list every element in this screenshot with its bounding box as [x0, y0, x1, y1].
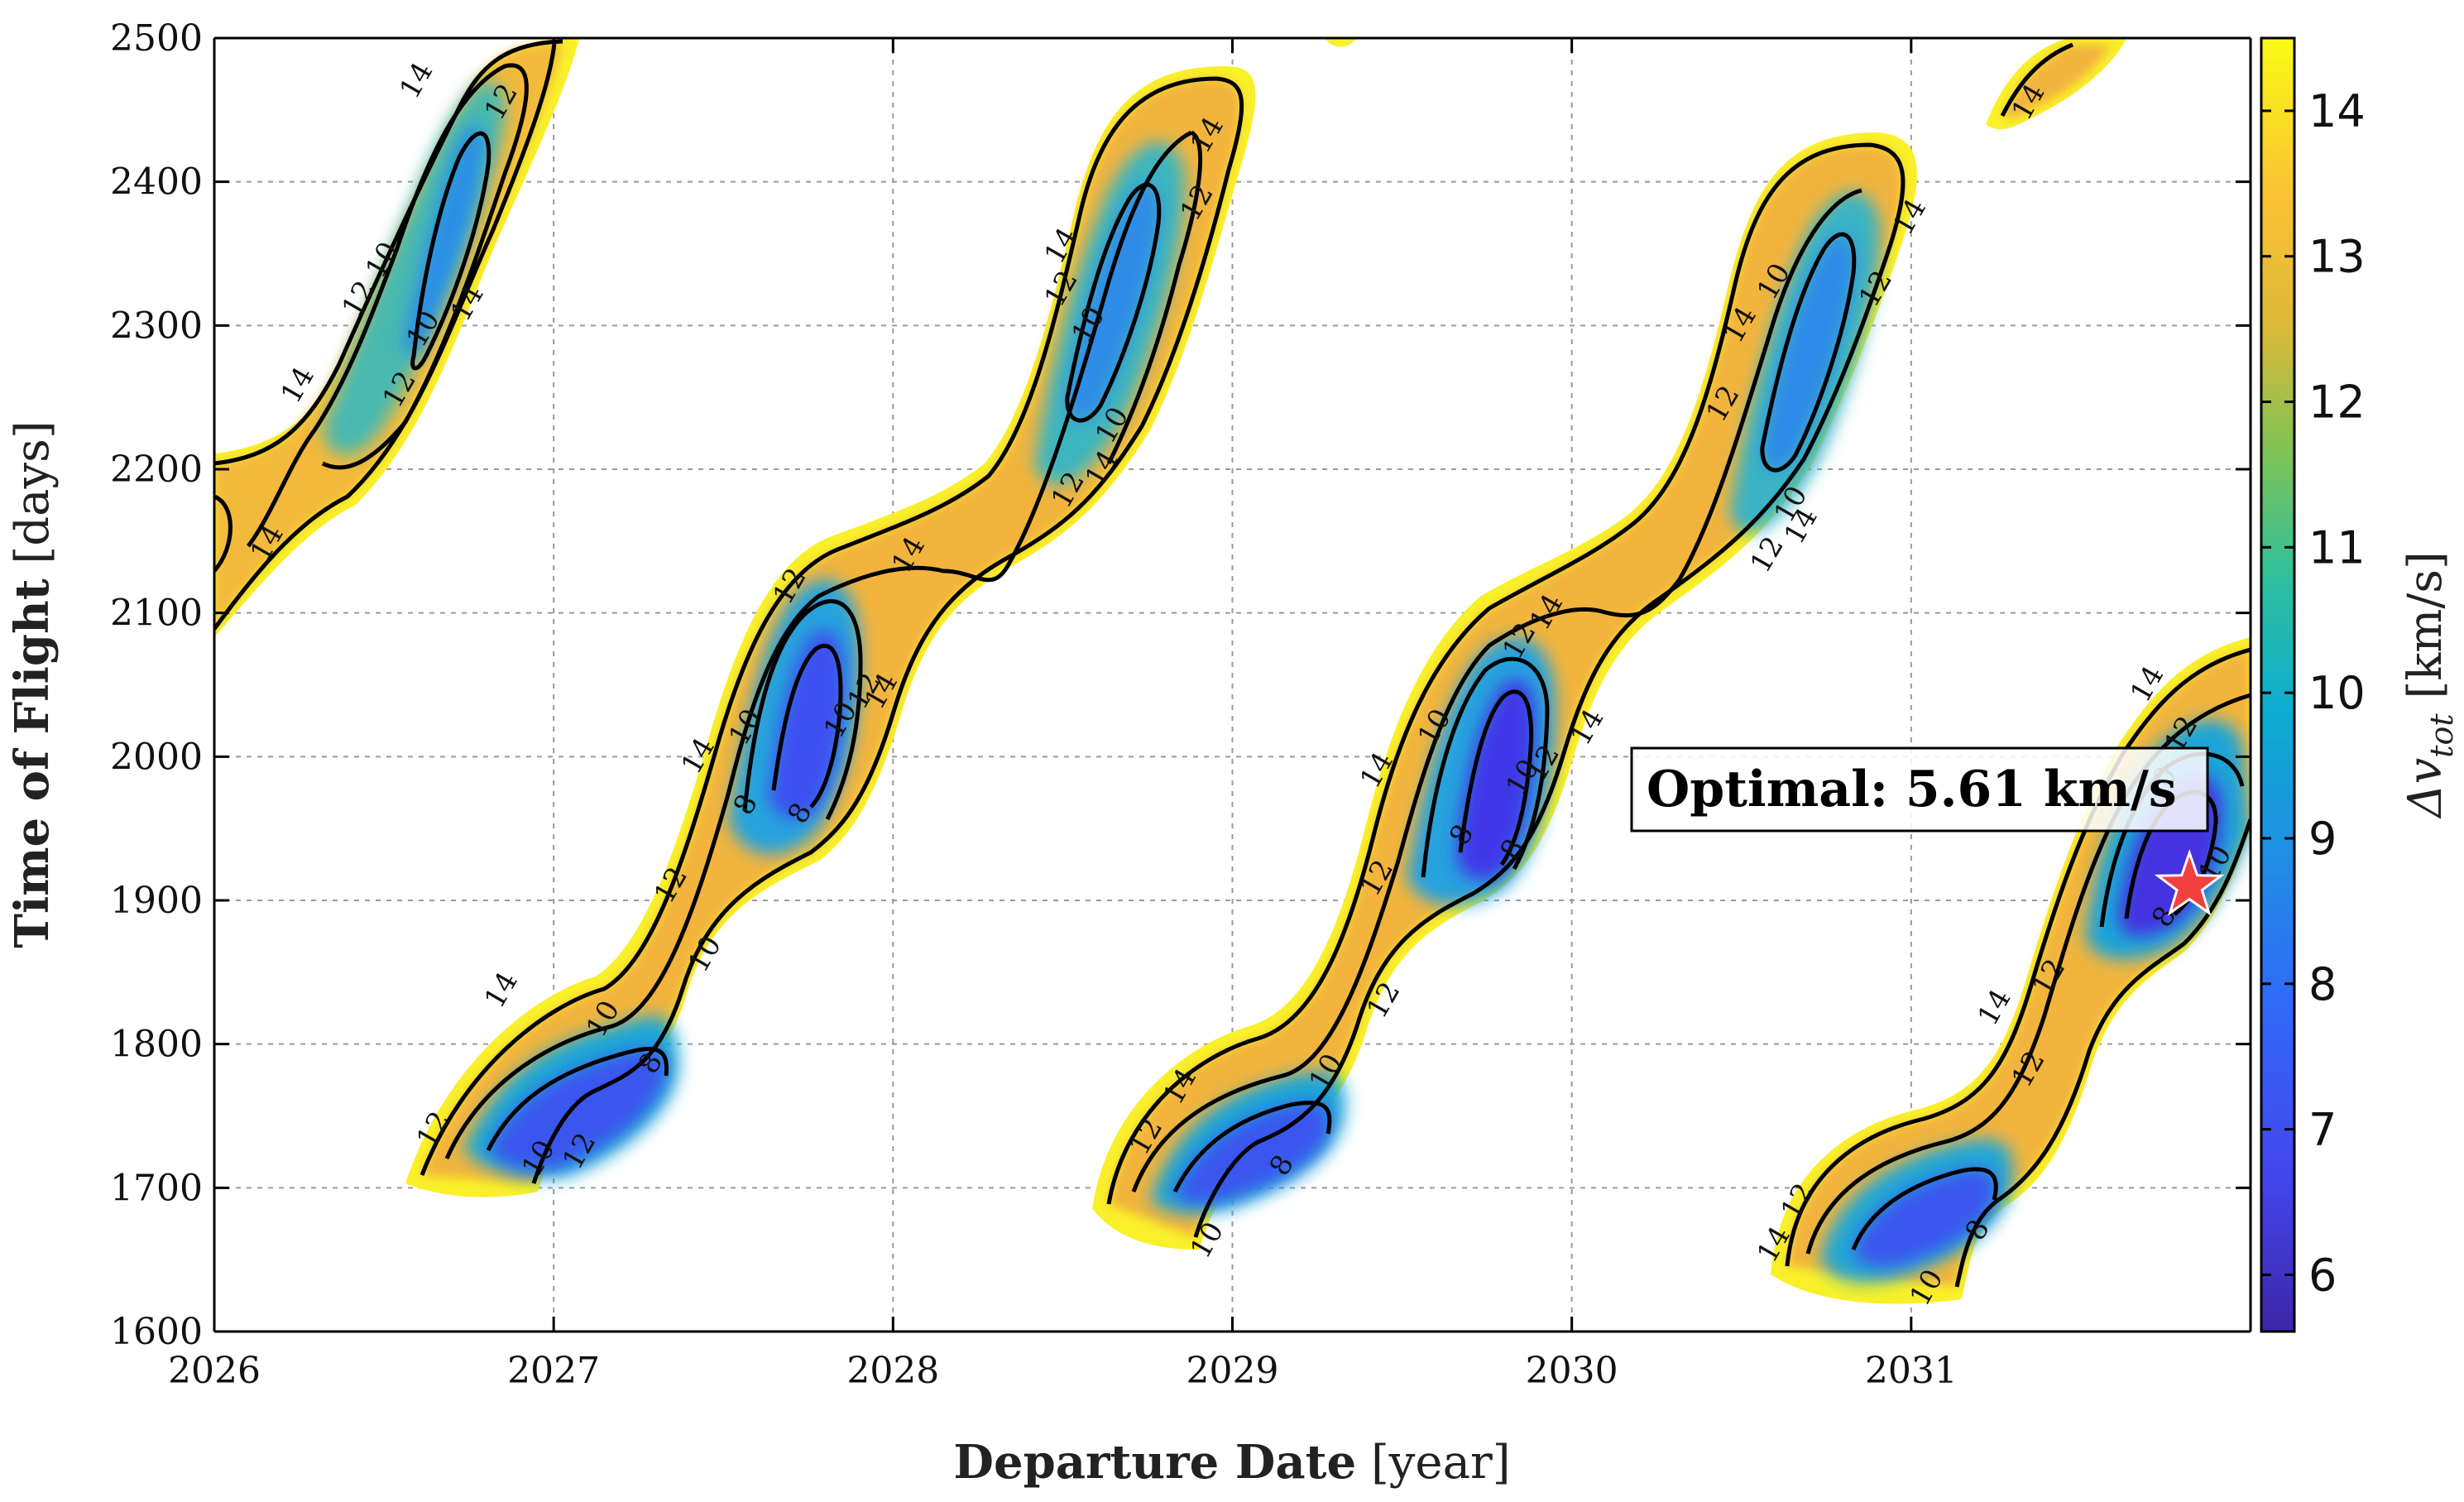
contour-b-12-a	[444, 130, 1193, 1160]
x-tick-label: 2027	[507, 1350, 600, 1392]
y-tick-label: 1900	[110, 880, 203, 922]
colorbar-tick-label: 12	[2308, 377, 2366, 429]
contour-b-mid-10	[742, 599, 863, 821]
y-axis-label: Time of Flight [days]	[5, 420, 60, 948]
band-b-mid-blue	[769, 629, 845, 819]
band-c-up-blue	[1762, 234, 1854, 471]
colorbar-label-unit: [km/s]	[2399, 551, 2452, 698]
contour-b-outer-bottom	[531, 169, 1231, 1184]
colorbar-tick-label: 11	[2308, 521, 2366, 573]
y-tick-label: 1600	[110, 1311, 203, 1353]
colorbar: 6 7 8 9 10 11 12 13 14 Δvtot [km/s]	[2260, 36, 2460, 1333]
contour-b-low-10	[486, 1046, 669, 1152]
colorbar-label-sub: tot	[2423, 713, 2460, 758]
y-axis-label-space	[6, 564, 60, 579]
y-axis-label-main: Time of Flight	[5, 578, 60, 948]
y-tick-label: 2000	[110, 736, 203, 778]
colorbar-tick-label: 8	[2308, 958, 2337, 1010]
contour-island	[2000, 42, 2073, 118]
island-top-right-inner	[2002, 45, 2110, 118]
contour-a-12	[246, 63, 529, 548]
band-c	[1092, 132, 1917, 1250]
band-a-9	[404, 123, 485, 357]
colorbar-tick-label: 10	[2308, 667, 2366, 719]
contour-c-12	[1131, 188, 1862, 1192]
contour-c-low-10	[1172, 1101, 1332, 1193]
y-tick-label: 1700	[110, 1167, 203, 1209]
x-tick-label: 2026	[168, 1350, 261, 1392]
colorbar-label-symbol: Δv	[2399, 757, 2452, 818]
optimum-label-box	[1630, 746, 2209, 833]
contour-d-outer-top	[1785, 647, 2251, 1267]
island-top-mid	[1324, 38, 1357, 47]
colorbar-label: Δvtot [km/s]	[2399, 551, 2460, 819]
contour-b-up-10	[1065, 182, 1162, 423]
contour-a-10	[410, 131, 491, 371]
optimum-label-value: 5.61 km/s	[1906, 761, 2177, 818]
contour-d-low-10	[1851, 1167, 1998, 1250]
contour-b-12-b	[1106, 130, 1203, 465]
x-tick-label: 2031	[1865, 1350, 1958, 1392]
band-a	[214, 38, 579, 637]
contour-d-outer-bottom	[1954, 818, 2251, 1288]
y-tick-label: 2500	[110, 17, 203, 60]
colorbar-tick-label: 6	[2308, 1249, 2337, 1301]
band-c-low-blue	[1175, 1102, 1330, 1204]
colorbar-frame	[2260, 36, 2296, 1333]
x-axis-label-main: Departure Date	[953, 1435, 1356, 1490]
y-tick-label: 2400	[110, 161, 203, 204]
x-axis-label: Departure Date [year]	[953, 1435, 1510, 1490]
contour-c-outer-bottom	[1193, 243, 1893, 1238]
x-tick-label: 2029	[1186, 1350, 1279, 1392]
y-ticks: 1600 1700 1800 1900 2000 2100 2200 2300 2400 2500	[110, 17, 2251, 1353]
x-tick-label: 2028	[846, 1350, 939, 1392]
contour-lines	[214, 39, 2251, 1288]
band-b	[405, 66, 1256, 1197]
x-tick-label: 2030	[1526, 1350, 1618, 1392]
x-axis-label-space	[1356, 1436, 1371, 1490]
contour-b-mid-8	[771, 643, 843, 809]
contour-c-mid-8	[1458, 689, 1534, 866]
colorbar-label-space	[2399, 699, 2452, 714]
colorbar-tick-label: 13	[2308, 231, 2366, 283]
contour-c-outer-top	[1106, 142, 1906, 1205]
colorbar-tick-label: 7	[2308, 1104, 2337, 1156]
x-ticks: 2026 2027 2028 2029 2030 2031	[168, 38, 1958, 1392]
contour-b-outer-top	[419, 76, 1244, 1176]
optimum-label-prefix: Optimal:	[1647, 761, 1888, 818]
optimum-annotation: Optimal: 5.61 km/s	[1630, 746, 2225, 916]
optimum-star-marker	[2154, 849, 2225, 916]
y-tick-label: 1800	[110, 1024, 203, 1066]
band-d-low-blue	[1853, 1168, 1997, 1267]
optimum-label: Optimal: 5.61 km/s	[1647, 761, 2177, 818]
y-tick-label: 2200	[110, 449, 203, 491]
contour-c-up-10	[1760, 232, 1857, 473]
x-axis-label-unit: [year]	[1371, 1436, 1511, 1490]
colorbar-tick-label: 9	[2308, 813, 2337, 865]
band-b-up-blue	[1067, 185, 1159, 421]
optimum-label-space	[1888, 761, 1906, 818]
colorbar-ticks: 6 7 8 9 10 11 12 13 14	[2261, 85, 2366, 1301]
colorbar-tick-label: 14	[2308, 85, 2366, 137]
colorbar-fill	[2261, 38, 2294, 1332]
contour-c-mid-10	[1421, 656, 1550, 878]
y-tick-label: 2100	[110, 593, 203, 635]
contour-a-outer	[214, 39, 563, 466]
contour-a-left	[214, 494, 232, 573]
y-axis-label-unit: [days]	[6, 420, 60, 564]
y-tick-label: 2300	[110, 305, 203, 347]
